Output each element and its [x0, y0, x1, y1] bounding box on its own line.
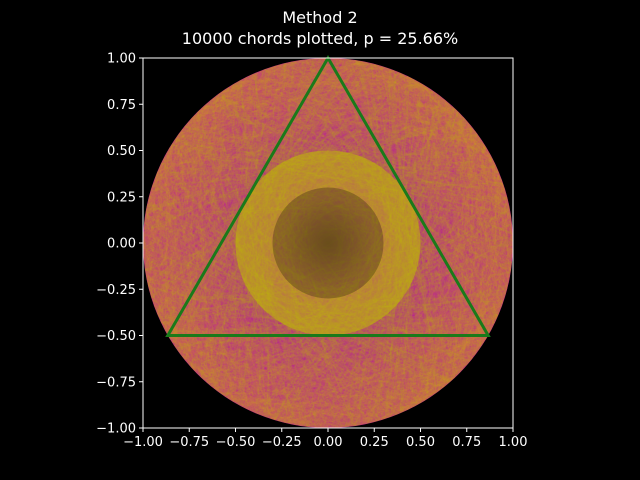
- y-tick-label: 1.00: [107, 52, 136, 67]
- y-tick-label: −0.50: [96, 329, 136, 344]
- center-density: [273, 188, 384, 299]
- x-tick-label: 0.25: [360, 435, 389, 450]
- y-tick-label: −0.25: [96, 283, 136, 298]
- x-tick-label: −1.00: [123, 435, 163, 450]
- chart-title-line1: Method 2: [282, 8, 357, 27]
- y-tick-label: 0.00: [107, 237, 136, 252]
- y-tick-label: 0.25: [107, 190, 136, 205]
- x-tick-label: 1.00: [499, 435, 528, 450]
- x-tick-label: −0.25: [262, 435, 302, 450]
- x-tick-label: 0.00: [314, 435, 343, 450]
- x-tick-label: −0.75: [169, 435, 209, 450]
- chart-title-line2: 10000 chords plotted, p = 25.66%: [182, 29, 458, 48]
- x-tick-label: 0.75: [452, 435, 481, 450]
- y-tick-label: 0.50: [107, 144, 136, 159]
- y-tick-label: −0.75: [96, 375, 136, 390]
- plot-area: −1.00 −0.75 −0.50 −0.25 0.00 0.25 0.50 0.75 1.00…: [96, 52, 527, 451]
- x-tick-label: −0.50: [216, 435, 256, 450]
- x-tick-label: 0.50: [406, 435, 435, 450]
- y-tick-label: −1.00: [96, 422, 136, 437]
- y-tick-label: 0.75: [107, 98, 136, 113]
